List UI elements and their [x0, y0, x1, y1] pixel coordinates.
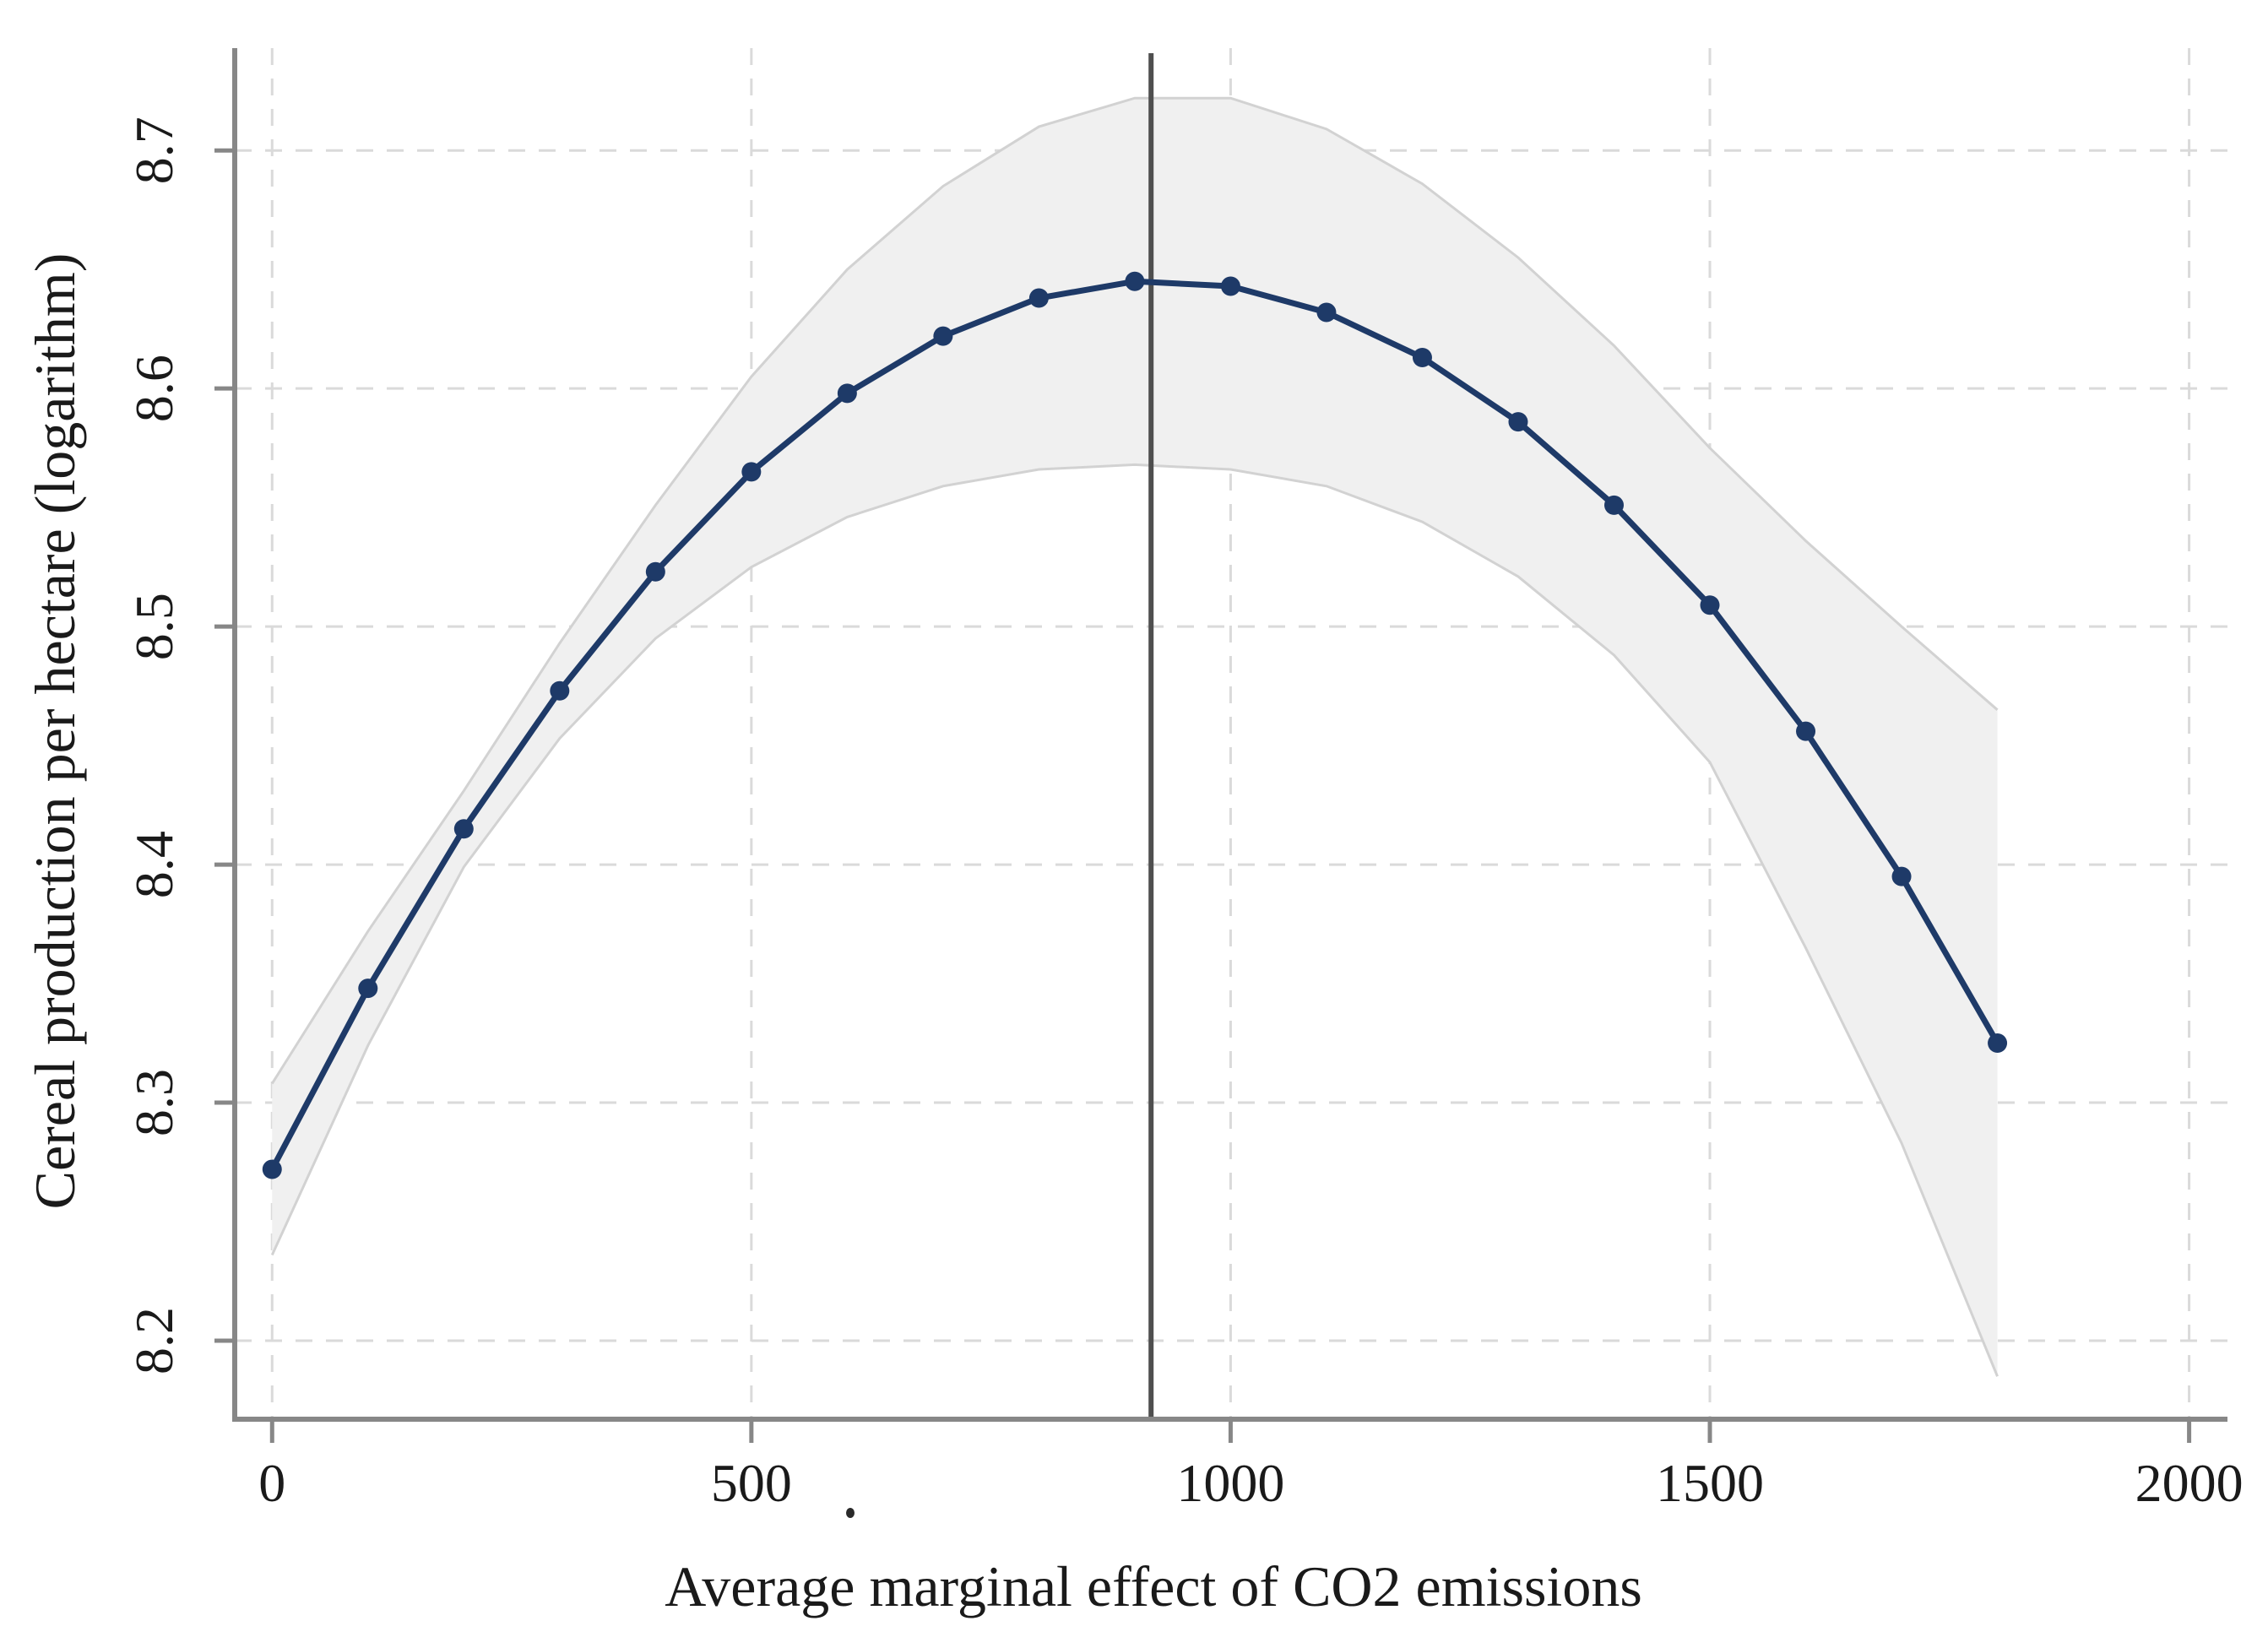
data-point [1412, 348, 1432, 368]
confidence-band-upper-edge [271, 96, 1999, 1085]
x-tick-label: 500 [711, 1453, 792, 1513]
y-tick-label: 8.4 [124, 831, 184, 898]
data-point [1796, 721, 1816, 741]
data-point [262, 1159, 282, 1179]
data-point [1220, 276, 1240, 296]
x-tick-label: 1500 [1656, 1453, 1764, 1513]
y-tick-label: 8.5 [124, 593, 184, 660]
data-point [1508, 412, 1528, 432]
x-tick-label: 1000 [1176, 1453, 1284, 1513]
data-point [1028, 288, 1049, 308]
data-point [1700, 595, 1720, 615]
y-axis-title: Cereal production per hectare (logarithm… [23, 253, 87, 1210]
data-point [837, 383, 857, 404]
x-tick-label: 0 [258, 1453, 285, 1513]
data-point [1891, 866, 1912, 886]
data-point [1316, 302, 1337, 323]
y-tick-label: 8.6 [124, 355, 184, 422]
data-point [1125, 271, 1145, 291]
y-tick-label: 8.7 [124, 117, 184, 184]
data-point [933, 326, 953, 346]
data-point [550, 680, 570, 701]
confidence-band [272, 98, 1998, 1377]
data-point [645, 561, 665, 582]
confidence-band-lower-edge [270, 463, 1999, 1377]
x-tick-label: 2000 [2135, 1453, 2244, 1513]
x-axis-title: Average marginal effect of CO2 emissions [665, 1554, 1642, 1618]
data-point [1603, 495, 1624, 515]
data-point [453, 819, 474, 839]
y-tick-label: 8.3 [124, 1069, 184, 1136]
data-point [358, 979, 378, 999]
data-point [741, 462, 762, 482]
stray-dot-artifact [846, 1508, 855, 1518]
data-point [1988, 1033, 2008, 1054]
y-tick-label: 8.2 [124, 1307, 184, 1374]
